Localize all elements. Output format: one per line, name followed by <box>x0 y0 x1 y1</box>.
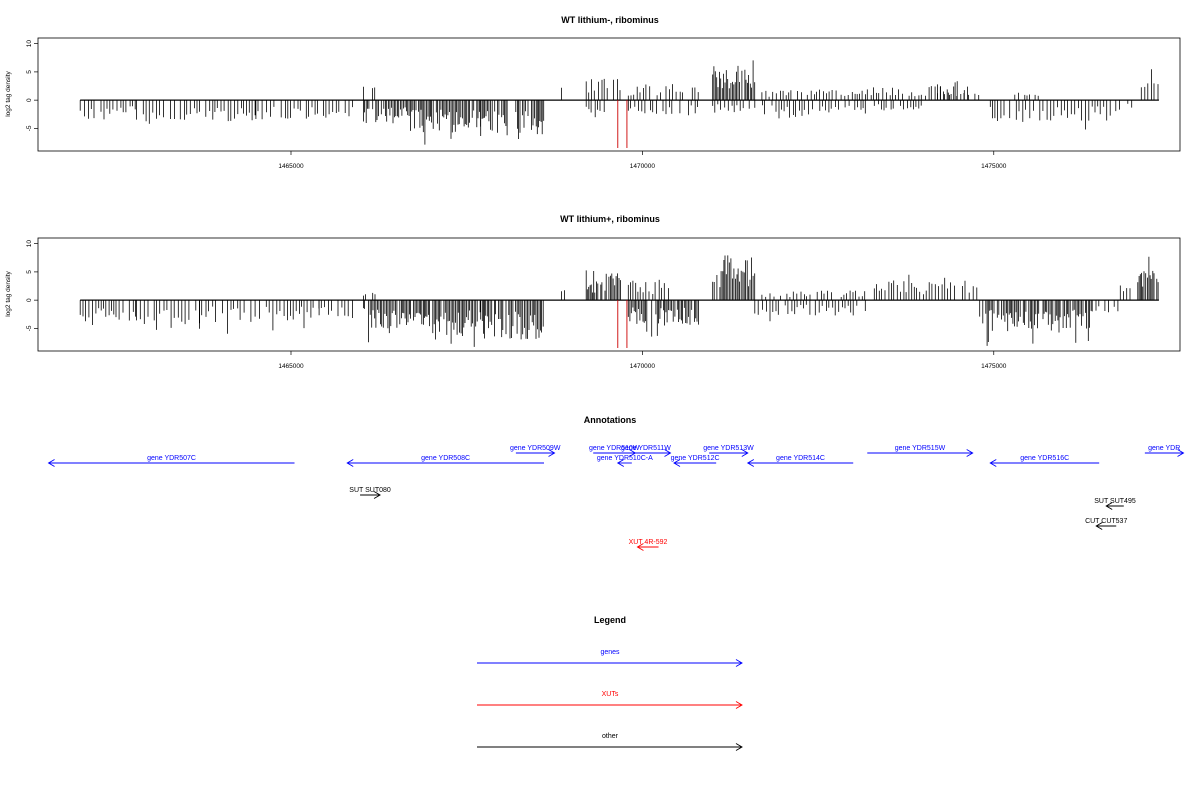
annotation-arrowhead <box>636 543 644 551</box>
legend-panel: Legend genes XUTs other <box>477 615 743 751</box>
annotations-title: Annotations <box>584 415 637 425</box>
annotation-label: SUT SUT080 <box>349 487 391 494</box>
y-tick-label: 0 <box>26 98 33 102</box>
red-markers <box>617 300 628 348</box>
annotation-label: gene YDR515W <box>895 445 946 452</box>
legend-label: XUTs <box>602 691 619 698</box>
legend-arrowhead <box>735 743 743 751</box>
axis-ticks: -5 0 5 10 1465000 1470000 1475000 <box>26 240 1007 370</box>
annotation-arrowhead <box>373 491 381 499</box>
annotation-label: gene YDR516C <box>1020 455 1069 462</box>
plot-frame <box>37 237 1181 352</box>
annotation-arrowhead <box>548 449 556 457</box>
annotation-arrowhead <box>1105 502 1113 510</box>
y-tick-label: 5 <box>26 70 33 74</box>
plot-frame <box>37 37 1181 152</box>
annotation-arrowhead <box>966 449 974 457</box>
panel-lithium-plus: WT lithium+, ribominus log2 tag density … <box>5 214 1181 370</box>
annotation-arrowhead <box>616 459 625 467</box>
annotation-arrowhead <box>1177 449 1185 457</box>
annotation-label: gene YDR508C <box>421 455 470 462</box>
y-tick-label: -5 <box>26 325 33 331</box>
x-tick-label: 1465000 <box>278 363 304 370</box>
legend-arrowhead <box>735 701 743 709</box>
y-tick-label: 0 <box>26 298 33 302</box>
legend-items: genes XUTs other <box>477 649 743 751</box>
annotation-label: gene YDR510W <box>589 445 640 452</box>
annotation-label: gene YDR514C <box>776 455 825 462</box>
annotation-label: gene YDR <box>1148 445 1180 452</box>
x-tick-label: 1475000 <box>981 163 1007 170</box>
annotation-label: gene YDR511W <box>621 445 671 452</box>
x-tick-label: 1470000 <box>630 163 656 170</box>
annotation-label: SUT SUT495 <box>1094 498 1136 505</box>
annotation-label: CUT CUT537 <box>1085 518 1127 525</box>
x-tick-label: 1470000 <box>630 363 656 370</box>
annotation-label: gene YDR509W <box>510 445 561 452</box>
x-tick-label: 1465000 <box>278 163 304 170</box>
annotation-label: gene YDR510C-A <box>597 455 653 462</box>
x-tick-label: 1475000 <box>981 363 1007 370</box>
red-markers <box>617 100 628 148</box>
axis-ticks: -5 0 5 10 1465000 1470000 1475000 <box>26 40 1007 170</box>
panel-title: WT lithium-, ribominus <box>561 15 659 25</box>
y-axis-label: log2 tag density <box>5 270 12 316</box>
annotation-label: XUT 4R-592 <box>629 539 668 546</box>
legend-arrowhead <box>735 659 743 667</box>
panel-lithium-minus: WT lithium-, ribominus log2 tag density … <box>5 15 1181 170</box>
annotation-label: gene YDR512C <box>671 455 720 462</box>
annotation-arrowhead <box>741 449 749 457</box>
legend-label: genes <box>600 649 620 656</box>
density-bars <box>79 255 1159 347</box>
annotation-label: gene YDR513W <box>703 445 754 452</box>
annotation-arrowhead <box>1095 522 1103 530</box>
y-tick-label: 10 <box>26 40 33 48</box>
y-tick-label: 5 <box>26 270 33 274</box>
annotation-arrowhead <box>746 459 755 467</box>
legend-label: other <box>602 733 619 740</box>
annotation-arrowhead <box>989 459 997 467</box>
annotation-items: gene YDR507C gene YDR508C gene YDR509W gene… <box>47 445 1185 551</box>
annotations-panel: Annotations gene YDR507C gene YDR508Cgene… <box>47 415 1185 551</box>
annotation-arrowhead <box>664 449 672 457</box>
y-axis-label: log2 tag density <box>5 70 12 116</box>
y-tick-label: 10 <box>26 240 33 248</box>
legend-title: Legend <box>594 615 626 625</box>
y-tick-label: -5 <box>26 125 33 131</box>
annotation-arrowhead <box>47 459 55 467</box>
annotation-arrowhead <box>673 459 681 467</box>
annotation-arrowhead <box>346 459 354 467</box>
density-bars <box>79 60 1159 145</box>
panel-title: WT lithium+, ribominus <box>560 214 660 224</box>
annotation-label: gene YDR507C <box>147 455 196 462</box>
